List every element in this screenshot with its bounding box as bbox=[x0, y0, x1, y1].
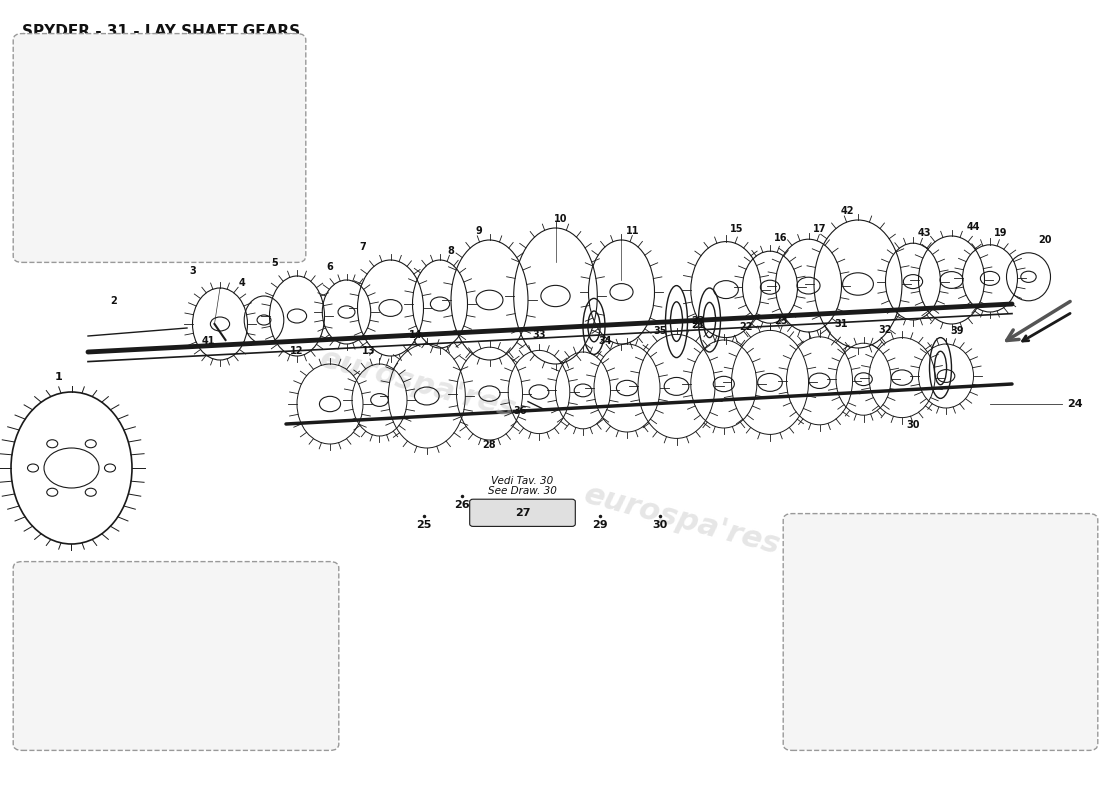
FancyBboxPatch shape bbox=[13, 34, 306, 262]
Text: Valid for ... See description: Valid for ... See description bbox=[28, 222, 162, 231]
Text: 23: 23 bbox=[774, 316, 788, 326]
FancyBboxPatch shape bbox=[783, 514, 1098, 750]
Text: 18: 18 bbox=[54, 144, 67, 154]
Text: 17: 17 bbox=[813, 223, 826, 234]
Text: Vedi Tav. 30: Vedi Tav. 30 bbox=[492, 476, 553, 486]
Text: 7: 7 bbox=[360, 242, 366, 252]
Text: 37: 37 bbox=[978, 616, 991, 626]
FancyBboxPatch shape bbox=[470, 499, 575, 526]
Text: Valid till gearbox Nr. 2405: Valid till gearbox Nr. 2405 bbox=[864, 720, 1018, 730]
Text: eurospa'res: eurospa'res bbox=[317, 344, 519, 424]
Text: 11: 11 bbox=[626, 226, 639, 236]
Text: 42: 42 bbox=[840, 206, 854, 216]
Text: 30: 30 bbox=[906, 419, 920, 430]
Text: 34: 34 bbox=[598, 336, 612, 346]
Text: 28: 28 bbox=[483, 440, 496, 450]
Text: 25: 25 bbox=[416, 520, 431, 530]
Text: 21: 21 bbox=[692, 321, 705, 330]
Text: NOTE: parts pos. 36 and 39 are
respectively also included
in parts pos. 28 and 2: NOTE: parts pos. 36 and 39 are respectiv… bbox=[84, 660, 268, 693]
Text: 22: 22 bbox=[739, 322, 752, 332]
Text: 19: 19 bbox=[994, 229, 1008, 238]
Text: 29: 29 bbox=[592, 520, 607, 530]
Text: 33: 33 bbox=[532, 330, 546, 340]
Text: 23: 23 bbox=[923, 544, 936, 554]
Text: 8: 8 bbox=[448, 246, 454, 256]
Text: 24: 24 bbox=[1067, 399, 1082, 409]
Text: 31: 31 bbox=[835, 318, 848, 329]
Text: 32: 32 bbox=[879, 325, 892, 335]
Text: 1: 1 bbox=[55, 372, 63, 382]
Text: 14: 14 bbox=[409, 330, 422, 340]
Text: 35: 35 bbox=[653, 326, 667, 336]
Text: 3: 3 bbox=[189, 266, 196, 276]
Text: eurospa'res: eurospa'res bbox=[581, 480, 783, 560]
Text: 39: 39 bbox=[994, 648, 1008, 658]
Text: 20: 20 bbox=[1038, 235, 1052, 245]
Text: N.B.: i particolari pos. 36 e 39
sono compresi rispettivamente
nelle pos. 28 e 2: N.B.: i particolari pos. 36 e 39 sono co… bbox=[85, 580, 267, 613]
Text: 2: 2 bbox=[110, 296, 117, 306]
Text: 39: 39 bbox=[950, 326, 964, 336]
Text: 16: 16 bbox=[774, 233, 788, 243]
Text: Vale per ... vedi descrizione: Vale per ... vedi descrizione bbox=[28, 188, 165, 198]
Text: 12: 12 bbox=[290, 346, 304, 356]
Text: 38: 38 bbox=[983, 632, 997, 642]
FancyBboxPatch shape bbox=[13, 562, 339, 750]
Text: 15: 15 bbox=[730, 223, 744, 234]
Text: SPYDER - 31 - LAY SHAFT GEARS: SPYDER - 31 - LAY SHAFT GEARS bbox=[22, 24, 300, 39]
Text: 44: 44 bbox=[967, 222, 980, 232]
Text: 30: 30 bbox=[652, 520, 668, 530]
Text: See Draw. 30: See Draw. 30 bbox=[488, 486, 557, 496]
Text: 36: 36 bbox=[514, 406, 527, 416]
Text: 5: 5 bbox=[272, 258, 278, 268]
Text: Vale fino al cambio No. 2405: Vale fino al cambio No. 2405 bbox=[856, 700, 1025, 710]
Text: 10: 10 bbox=[554, 214, 568, 224]
Text: 26: 26 bbox=[454, 500, 470, 510]
Text: 9: 9 bbox=[475, 226, 482, 236]
Text: 27: 27 bbox=[515, 508, 530, 518]
Text: 6: 6 bbox=[327, 262, 333, 272]
Text: 13: 13 bbox=[362, 346, 375, 356]
Text: 4: 4 bbox=[239, 278, 245, 288]
Text: 23: 23 bbox=[691, 316, 704, 326]
Text: 40: 40 bbox=[147, 120, 161, 130]
Text: 41: 41 bbox=[201, 336, 214, 346]
Text: 43: 43 bbox=[917, 227, 931, 238]
